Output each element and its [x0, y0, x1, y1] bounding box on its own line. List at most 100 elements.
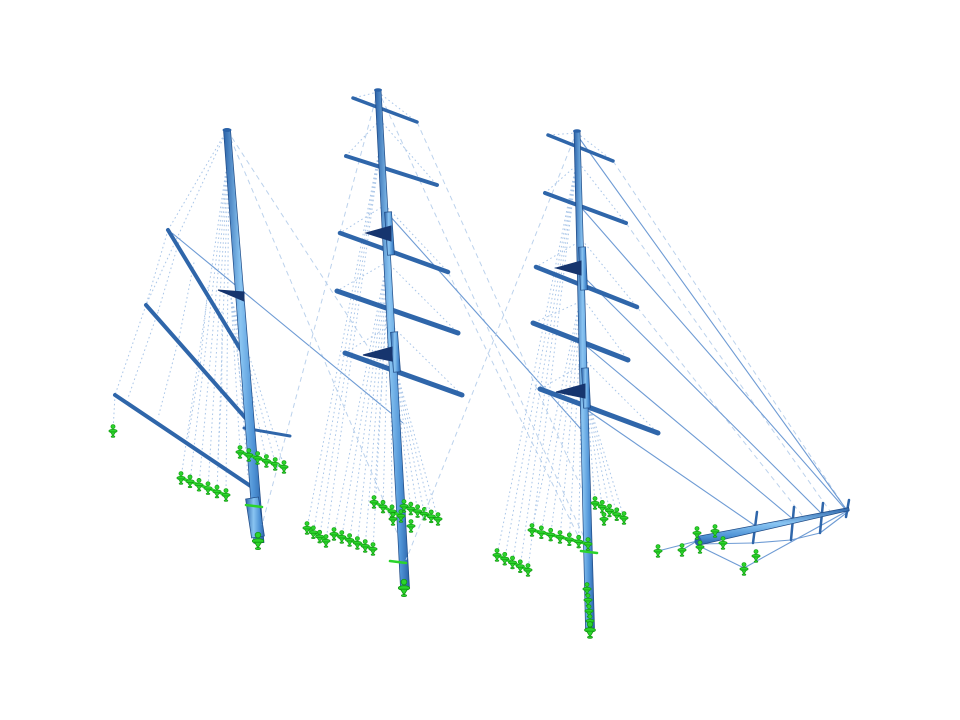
shroud-cable-line[interactable] [349, 249, 390, 541]
cable-line[interactable] [217, 386, 223, 459]
cable-line[interactable] [127, 311, 159, 399]
shroud-cable-line[interactable] [527, 154, 579, 571]
nodal-support-icon[interactable] [369, 495, 379, 509]
stay-member-line[interactable] [388, 214, 589, 438]
cable-line[interactable] [532, 299, 585, 324]
nodal-support-icon[interactable] [176, 471, 186, 485]
nodal-support-icon[interactable] [235, 445, 245, 459]
nodal-support-icon[interactable] [523, 563, 533, 577]
stay-member-line[interactable] [819, 510, 850, 534]
nodal-support-icon[interactable] [527, 523, 537, 537]
shroud-cable-line[interactable] [364, 249, 390, 547]
nodal-support-icon[interactable] [261, 454, 271, 468]
shroud-cable-line[interactable] [393, 361, 432, 517]
cable-line[interactable] [145, 229, 169, 306]
stay-cable-line[interactable] [226, 129, 399, 536]
spar-member[interactable] [543, 191, 628, 225]
line-support-ring[interactable] [244, 503, 264, 509]
nodal-support-icon[interactable] [599, 512, 609, 526]
spar-member[interactable] [144, 303, 251, 424]
line-support-ring[interactable] [388, 559, 408, 565]
nodal-support-icon[interactable] [507, 555, 518, 570]
shroud-cable-line[interactable] [382, 257, 391, 507]
shroud-cable-line[interactable] [341, 249, 390, 538]
nodal-support-icon[interactable] [378, 499, 388, 514]
cable-line[interactable] [586, 361, 659, 434]
stay-member-line[interactable] [581, 274, 823, 515]
nodal-support-icon[interactable] [653, 544, 663, 558]
cable-line[interactable] [178, 262, 195, 338]
member-beam[interactable] [390, 331, 401, 373]
cable-line[interactable] [167, 129, 228, 231]
nodal-support-icon[interactable] [406, 501, 416, 516]
nodal-support-icon[interactable] [185, 474, 195, 489]
bowsprit-structure[interactable] [653, 498, 851, 576]
stay-cable-line[interactable] [226, 129, 371, 351]
shroud-cable-line[interactable] [496, 154, 579, 556]
cable-line[interactable] [581, 239, 638, 308]
nodal-support-icon[interactable] [352, 536, 362, 550]
shroud-cable-line[interactable] [225, 149, 230, 496]
line-support-ring[interactable] [579, 549, 599, 555]
cable-line[interactable] [544, 162, 580, 194]
cable-line[interactable] [339, 204, 386, 234]
cable-line[interactable] [352, 91, 379, 99]
shroud-cable-line[interactable] [393, 361, 439, 520]
cable-line[interactable] [576, 132, 614, 162]
nodal-support-icon[interactable] [419, 506, 429, 521]
cable-line[interactable] [114, 304, 147, 396]
nodal-support-icon[interactable] [433, 512, 443, 526]
shroud-cable-line[interactable] [230, 297, 241, 451]
nodal-support-icon[interactable] [368, 542, 378, 556]
shroud-cable-line[interactable] [586, 396, 603, 507]
stay-cable-line[interactable] [405, 130, 578, 561]
nodal-support-icon[interactable] [203, 481, 213, 495]
main-mast-structure[interactable] [261, 88, 591, 598]
shroud-cable-line[interactable] [393, 361, 425, 514]
shroud-cable-line[interactable] [512, 154, 579, 563]
nodal-support-icon[interactable] [337, 530, 347, 544]
shroud-cable-line[interactable] [568, 284, 584, 540]
cable-line[interactable] [157, 336, 180, 419]
cable-line[interactable] [200, 286, 209, 363]
stay-cable-line[interactable] [612, 160, 847, 510]
nodal-support-icon[interactable] [492, 548, 502, 562]
stay-member-line[interactable] [790, 532, 821, 541]
shroud-cable-line[interactable] [230, 297, 285, 467]
stay-member-line[interactable] [576, 134, 847, 510]
stay-member-line[interactable] [578, 204, 847, 511]
cable-line[interactable] [336, 261, 388, 292]
nodal-support-icon[interactable] [406, 519, 416, 533]
shroud-cable-line[interactable] [519, 154, 579, 567]
nodal-support-icon[interactable] [739, 562, 749, 576]
shroud-cable-line[interactable] [312, 129, 384, 533]
spar-member[interactable] [113, 393, 254, 489]
nodal-support-icon[interactable] [345, 533, 355, 547]
spar-member[interactable] [351, 96, 419, 124]
shroud-cable-line[interactable] [319, 129, 384, 537]
cable-line[interactable] [112, 394, 116, 432]
cable-line[interactable] [535, 239, 583, 268]
nodal-support-icon[interactable] [194, 477, 204, 492]
cable-line[interactable] [145, 129, 228, 306]
spar-member[interactable] [334, 288, 461, 336]
cable-line[interactable] [386, 261, 459, 334]
stay-member-line[interactable] [698, 545, 745, 569]
shroud-cable-line[interactable] [356, 249, 390, 544]
nodal-support-icon[interactable] [546, 527, 556, 542]
member-beam[interactable] [245, 496, 265, 539]
nodal-support-icon[interactable] [536, 525, 546, 540]
shroud-cable-line[interactable] [306, 129, 384, 529]
top-platform-plate[interactable] [364, 225, 392, 242]
nodal-support-icon[interactable] [108, 424, 118, 438]
shroud-cable-line[interactable] [230, 297, 276, 463]
fore-mast-structure[interactable] [405, 129, 847, 639]
shroud-cable-line[interactable] [586, 396, 610, 511]
nodal-support-icon[interactable] [515, 559, 525, 573]
top-platform-plate[interactable] [554, 260, 582, 276]
nodal-support-icon[interactable] [500, 551, 510, 566]
member-beam[interactable] [578, 246, 588, 291]
stay-cable-line[interactable] [261, 89, 379, 526]
nodal-support-icon[interactable] [555, 530, 565, 544]
